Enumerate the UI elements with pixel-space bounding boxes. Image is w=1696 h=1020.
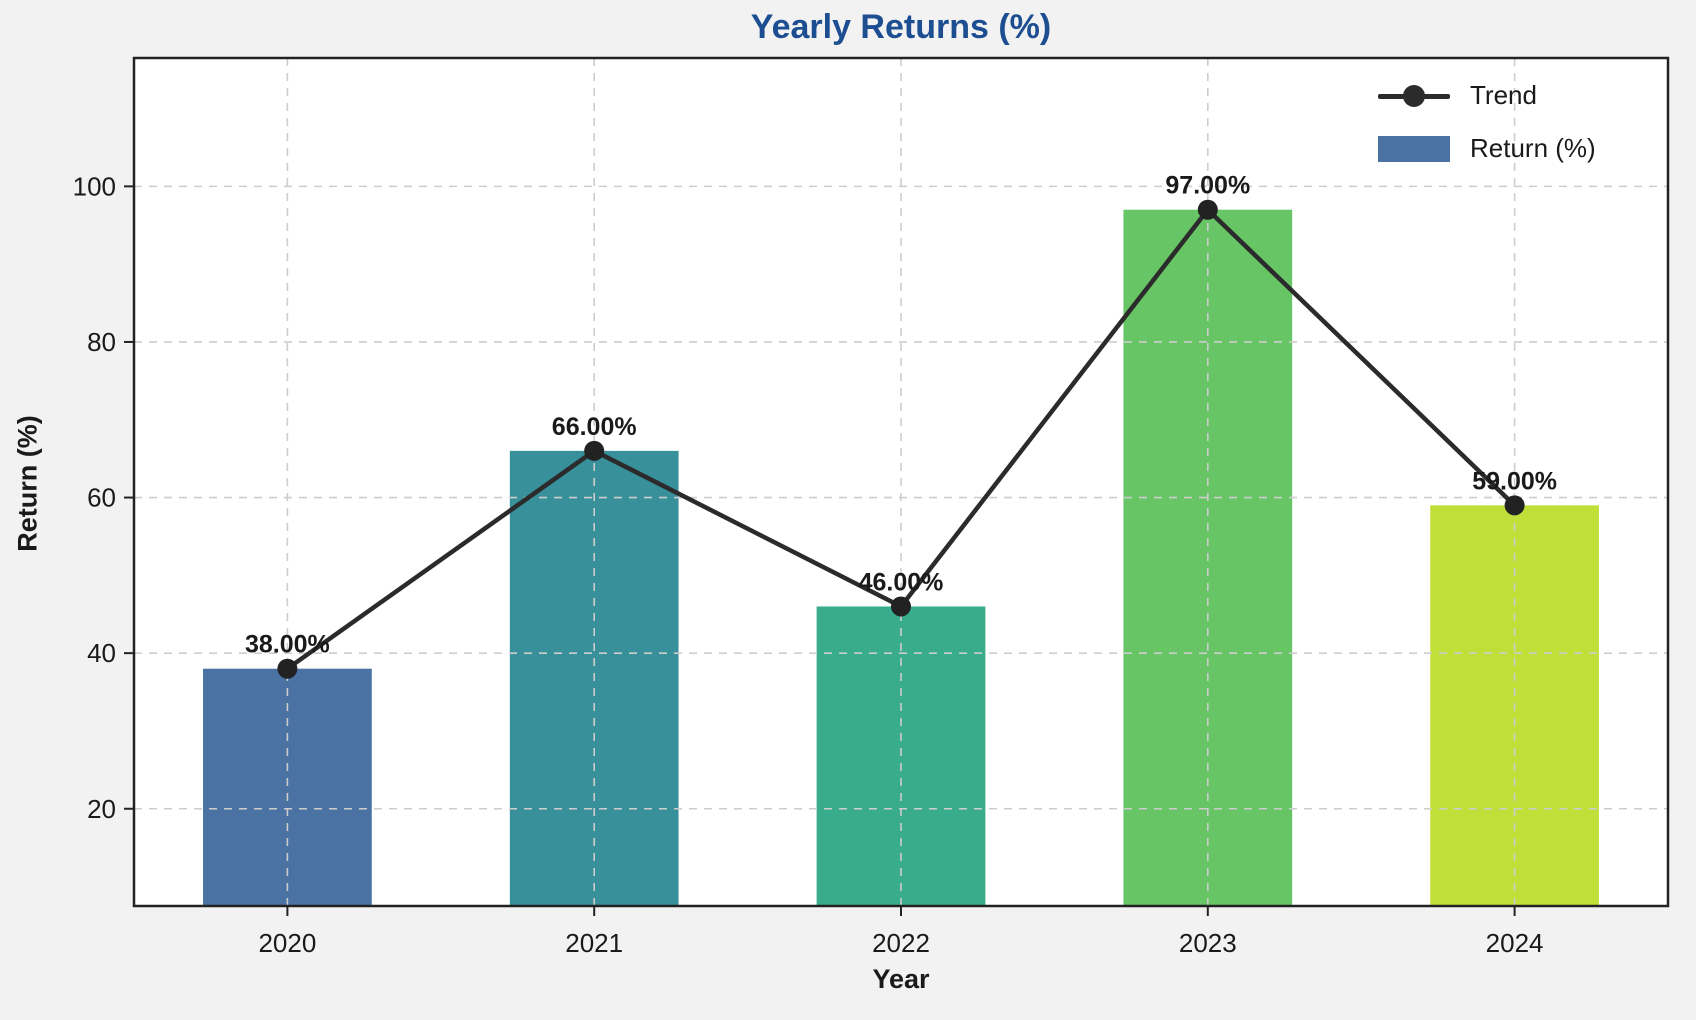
y-axis-label: Return (%) bbox=[12, 415, 43, 552]
legend-label-return: Return (%) bbox=[1470, 133, 1596, 163]
y-tick-label-60: 60 bbox=[87, 483, 116, 513]
x-tick-label-2023: 2023 bbox=[1179, 928, 1237, 958]
data-label-2022: 46.00% bbox=[859, 568, 944, 596]
data-label-2020: 38.00% bbox=[245, 631, 330, 659]
x-tick-label-2021: 2021 bbox=[565, 928, 623, 958]
legend-dot-swatch bbox=[1403, 84, 1425, 107]
trend-point-2021 bbox=[584, 440, 605, 461]
bar-2022 bbox=[816, 606, 986, 906]
y-tick-label-20: 20 bbox=[87, 794, 116, 824]
legend: Trend Return (%) bbox=[1378, 80, 1596, 164]
data-label-2024: 59.00% bbox=[1472, 467, 1557, 495]
trend-point-2023 bbox=[1197, 199, 1218, 220]
x-tick-label-2022: 2022 bbox=[872, 928, 930, 958]
legend-item-trend: Trend bbox=[1378, 80, 1596, 111]
x-tick-label-2020: 2020 bbox=[258, 928, 316, 958]
trend-point-2020 bbox=[277, 658, 298, 679]
y-tick-label-80: 80 bbox=[87, 327, 116, 357]
trend-point-2022 bbox=[891, 596, 911, 617]
y-tick-label-100: 100 bbox=[73, 171, 116, 201]
data-label-2023: 97.00% bbox=[1165, 172, 1250, 200]
data-label-2021: 66.00% bbox=[552, 413, 637, 441]
legend-label-trend: Trend bbox=[1470, 80, 1537, 110]
legend-item-return: Return (%) bbox=[1378, 133, 1596, 164]
return-color-swatch-icon bbox=[1378, 135, 1450, 162]
trend-line-marker-icon bbox=[1378, 83, 1450, 109]
trend-point-2024 bbox=[1504, 495, 1525, 516]
chart-title: Yearly Returns (%) bbox=[750, 8, 1052, 46]
y-tick-label-40: 40 bbox=[87, 638, 116, 668]
x-tick-label-2024: 2024 bbox=[1486, 928, 1544, 958]
x-axis-label: Year bbox=[872, 964, 930, 994]
